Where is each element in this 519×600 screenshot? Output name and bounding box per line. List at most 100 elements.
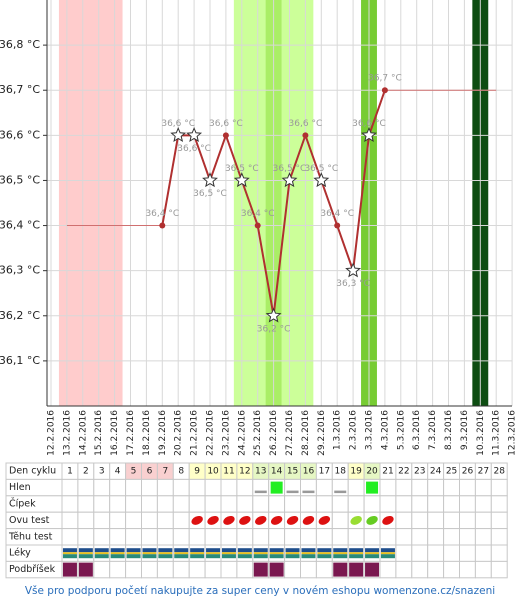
cycle-day: 9 xyxy=(194,467,200,477)
y-tick-label: 36,4 °C xyxy=(0,219,40,232)
pill-part xyxy=(206,554,221,559)
ovu-drop xyxy=(239,515,251,525)
cell xyxy=(284,528,302,546)
x-tick-label: 7.3.2016 xyxy=(428,410,438,450)
cell xyxy=(490,544,508,562)
pill-part xyxy=(380,552,395,555)
x-tick-label: 14.2.2016 xyxy=(78,410,88,456)
cell xyxy=(411,560,429,579)
x-tick-label: 29.2.2016 xyxy=(317,410,327,456)
star-point xyxy=(361,127,377,143)
cycle-day: 15 xyxy=(287,467,298,477)
cell xyxy=(474,528,492,546)
cell xyxy=(315,478,333,497)
pill-part xyxy=(62,554,77,559)
pill-part xyxy=(237,554,252,559)
pill-part xyxy=(110,554,125,559)
pill-icon xyxy=(317,548,332,559)
cell xyxy=(61,478,79,497)
x-tick-label: 3.3.2016 xyxy=(365,410,375,450)
x-tick-label: 19.2.2016 xyxy=(158,410,168,456)
x-tick-label: 2.3.2016 xyxy=(349,410,359,450)
x-tick-label: 24.2.2016 xyxy=(237,410,247,456)
pill-icon xyxy=(349,548,364,559)
cell xyxy=(411,528,429,546)
pill-part xyxy=(333,554,348,559)
point xyxy=(302,132,309,139)
cycle-day: 8 xyxy=(178,467,184,477)
hlen-square xyxy=(270,481,283,494)
cell xyxy=(141,478,158,497)
podbrisek-mark xyxy=(349,562,364,577)
pill-icon xyxy=(110,548,125,559)
pill-part xyxy=(285,548,300,553)
ovu-drop xyxy=(302,515,315,525)
cell xyxy=(204,528,222,546)
podbrisek-mark xyxy=(253,562,268,577)
cell xyxy=(395,478,413,497)
cycle-day: 24 xyxy=(430,467,442,477)
pill-part xyxy=(285,552,300,555)
ovu-drop xyxy=(286,515,299,525)
pill-part xyxy=(62,548,77,553)
cell xyxy=(395,511,413,530)
pill-icon xyxy=(221,548,236,559)
cell xyxy=(490,528,508,546)
cell xyxy=(474,560,492,579)
pill-part xyxy=(237,548,252,553)
cell xyxy=(427,495,445,513)
pill-part xyxy=(190,552,205,555)
cycle-day: 10 xyxy=(207,467,219,477)
pill-part xyxy=(206,548,221,553)
cell xyxy=(93,528,111,546)
podbrisek-mark xyxy=(269,562,284,577)
y-tick-label: 36,3 °C xyxy=(0,264,40,277)
cell xyxy=(331,511,349,530)
footer-link[interactable]: Vše pro podporu početí nakupujte za supe… xyxy=(25,585,495,597)
cell xyxy=(141,495,158,513)
value-label: 36,6 °C xyxy=(352,119,386,129)
pill-icon xyxy=(126,548,141,559)
cell xyxy=(395,528,413,546)
x-tick-label: 23.2.2016 xyxy=(221,410,231,456)
pill-part xyxy=(78,554,93,559)
cell xyxy=(443,528,461,546)
hlen-dash xyxy=(334,490,347,494)
cell xyxy=(125,528,142,546)
x-tick-label: 5.3.2016 xyxy=(396,410,406,450)
cell xyxy=(93,495,111,513)
cell xyxy=(395,495,413,513)
phase-band xyxy=(58,0,123,406)
cell xyxy=(156,495,174,513)
pill-icon xyxy=(62,548,77,559)
cell xyxy=(474,511,492,530)
pill-part xyxy=(317,552,332,555)
cycle-day: 7 xyxy=(162,467,168,477)
ovu-drop xyxy=(350,515,362,525)
cell xyxy=(252,478,270,497)
pill-part xyxy=(317,548,332,553)
cell xyxy=(379,528,397,546)
pill-part xyxy=(142,554,157,559)
cell xyxy=(331,495,349,513)
cell xyxy=(77,478,95,497)
point xyxy=(254,222,261,229)
value-label: 36,6 °C xyxy=(289,119,323,129)
x-tick-label: 17.2.2016 xyxy=(126,410,136,456)
cycle-day: 25 xyxy=(446,467,457,477)
y-tick-label: 36,2 °C xyxy=(0,309,40,322)
cycle-day: 2 xyxy=(83,467,89,477)
pill-part xyxy=(174,554,189,559)
x-tick-label: 1.3.2016 xyxy=(333,410,343,450)
pill-part xyxy=(237,552,252,555)
cell xyxy=(236,495,254,513)
cycle-day: 1 xyxy=(67,467,73,477)
cell xyxy=(77,495,95,513)
cell xyxy=(284,495,302,513)
row-label: Hlen xyxy=(9,482,31,493)
cell xyxy=(77,511,95,530)
pill-part xyxy=(206,552,221,555)
pill-part xyxy=(78,552,93,555)
pill-icon xyxy=(365,548,380,559)
row-label: Den cyklu xyxy=(9,466,56,477)
